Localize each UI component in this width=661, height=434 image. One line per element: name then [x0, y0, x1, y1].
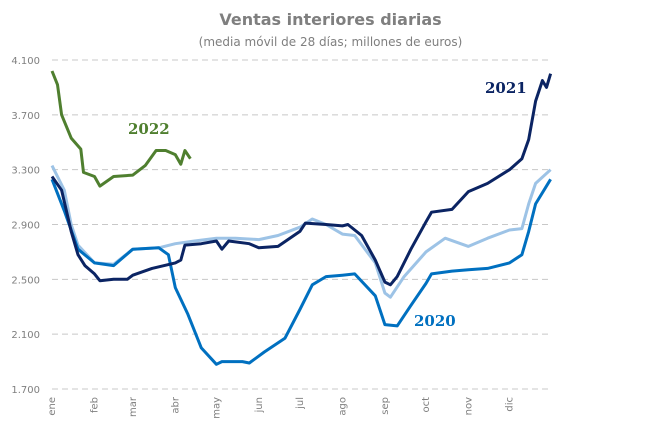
- x-tick-label: oct: [421, 397, 432, 413]
- y-tick-label: 2.100: [11, 330, 40, 341]
- series-line-2022: [50, 70, 192, 188]
- series-line-2021: [50, 73, 553, 287]
- x-tick-label: ene: [47, 397, 58, 416]
- x-tick-label: nov: [463, 397, 474, 415]
- y-tick-label: 3.300: [11, 166, 40, 177]
- series-label-2021: 2021: [485, 79, 527, 97]
- x-tick-label: ago: [337, 397, 348, 416]
- y-tick-label: 4.100: [11, 56, 40, 67]
- x-tick-label: feb: [89, 397, 100, 413]
- series-label-2022: 2022: [128, 120, 170, 138]
- x-tick-label: jul: [295, 397, 306, 410]
- chart-title: Ventas interiores diarias: [219, 10, 442, 29]
- y-tick-label: 2.900: [11, 221, 40, 232]
- y-tick-label: 1.700: [11, 385, 40, 396]
- x-tick-label: may: [211, 397, 222, 419]
- y-tick-label: 2.500: [11, 275, 40, 286]
- x-tick-label: sep: [380, 397, 391, 415]
- series-label-2020: 2020: [414, 312, 456, 330]
- chart-subtitle: (media móvil de 28 días; millones de eur…: [198, 35, 463, 49]
- x-tick-label: dic: [505, 397, 516, 412]
- x-tick-label: jun: [254, 397, 265, 413]
- x-tick-label: abr: [170, 396, 181, 413]
- x-tick-label: mar: [128, 396, 139, 417]
- series-line-2020: [50, 178, 552, 366]
- y-tick-label: 3.700: [11, 111, 40, 122]
